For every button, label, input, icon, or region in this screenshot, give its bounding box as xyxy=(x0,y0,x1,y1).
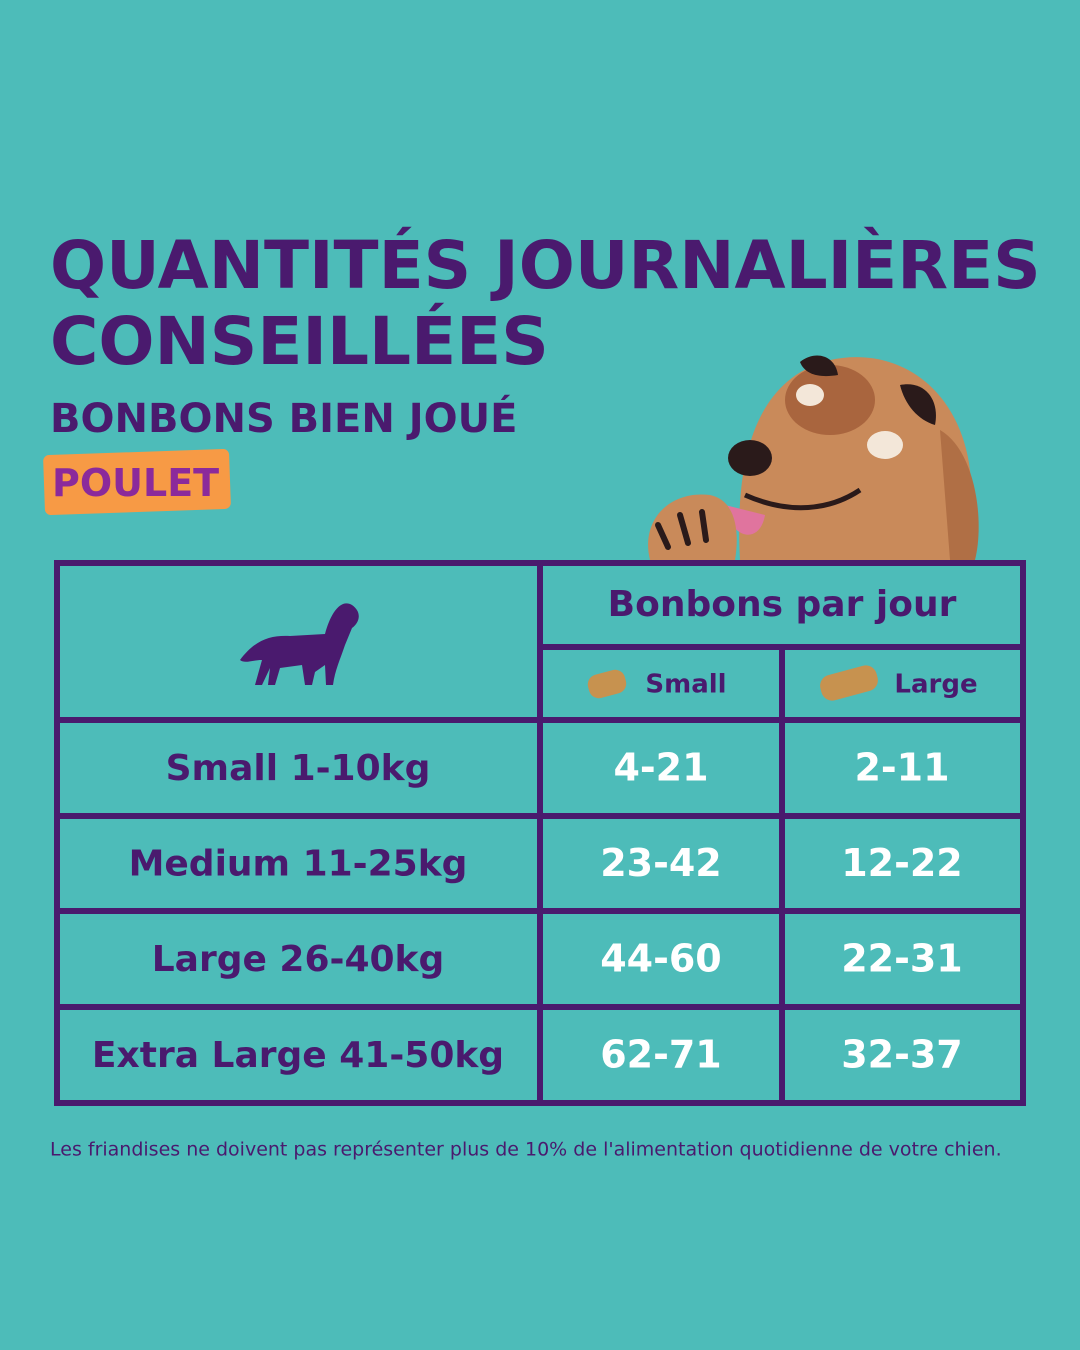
title-line: CONSEILLÉES xyxy=(50,302,549,380)
column-header: Small xyxy=(645,670,726,700)
subtitle: BONBONS BIEN JOUÉ xyxy=(50,394,517,442)
cell-value: 2-11 xyxy=(854,746,949,790)
cell-value: 32-37 xyxy=(841,1033,963,1077)
cell-value: 22-31 xyxy=(841,937,963,981)
row-label: Medium 11-25kg xyxy=(129,844,468,885)
treat-icon xyxy=(587,669,627,699)
cell-value: 44-60 xyxy=(600,937,722,981)
treat-icon xyxy=(820,665,878,701)
title-line: QUANTITÉS JOURNALIÈRES xyxy=(50,226,1041,304)
dog-illustration xyxy=(648,355,979,560)
tag-bg xyxy=(43,448,231,516)
tag: POULET xyxy=(52,461,219,505)
cell-value: 23-42 xyxy=(600,841,722,885)
cell-value: 4-21 xyxy=(613,746,708,790)
column-header: Large xyxy=(894,670,977,700)
cell-value: 12-22 xyxy=(841,841,963,885)
dog-icon xyxy=(240,603,359,685)
row-label: Extra Large 41-50kg xyxy=(92,1035,504,1076)
row-label: Small 1-10kg xyxy=(166,748,431,789)
row-label: Large 26-40kg xyxy=(152,939,445,980)
group-header: Bonbons par jour xyxy=(608,584,957,625)
footnote: Les friandises ne doivent pas représente… xyxy=(50,1139,1002,1161)
cell-value: 62-71 xyxy=(600,1033,722,1077)
